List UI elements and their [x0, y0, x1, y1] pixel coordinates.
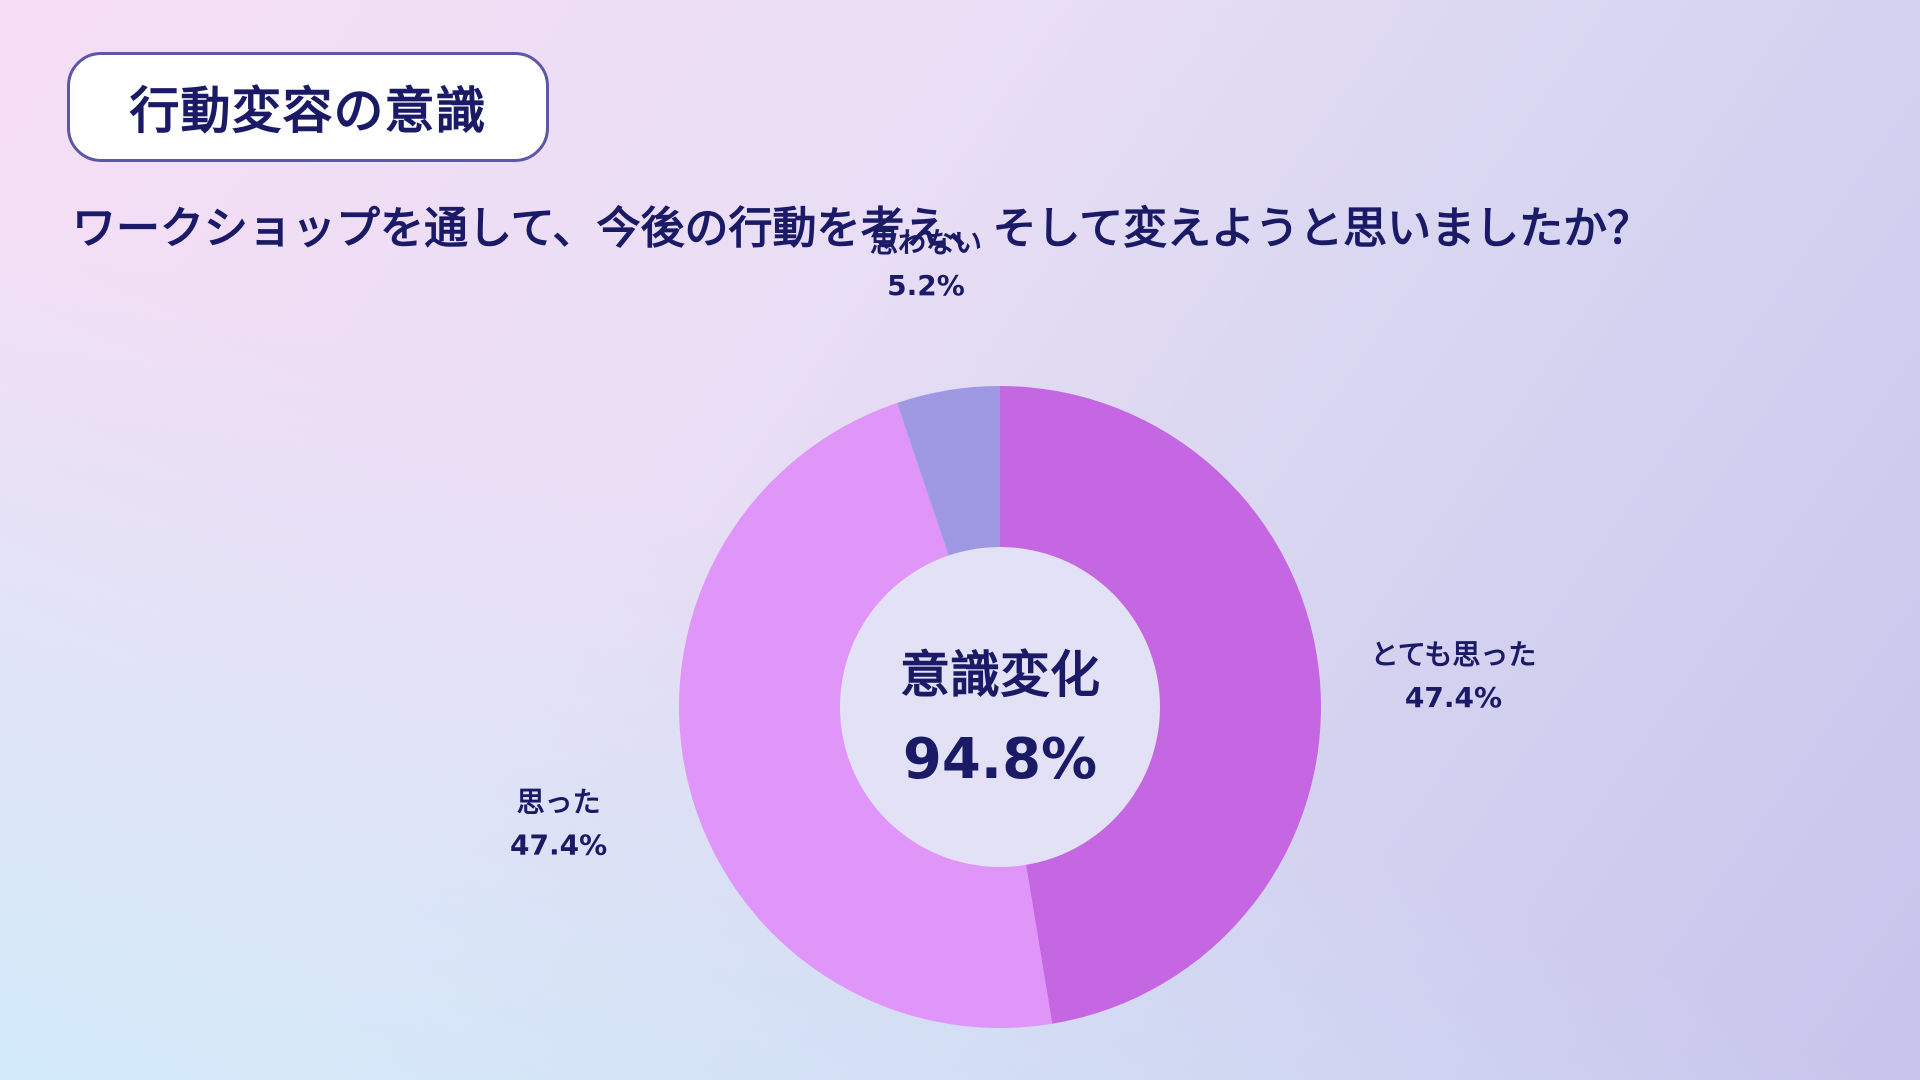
center-value: 94.8%: [903, 727, 1097, 792]
center-label: 意識変化: [900, 646, 1100, 704]
slice-value-label-3: 5.2%: [887, 269, 965, 302]
slice-label-2: 思った: [517, 785, 601, 818]
donut-hole: [840, 547, 1160, 867]
donut-slice-1: [1000, 386, 1321, 1024]
survey-question: ワークショップを通して、今後の行動を考え、そして変えようと思いましたか？: [72, 203, 1652, 254]
section-title: 行動変容の意識: [129, 82, 487, 140]
section-title-badge: 行動変容の意識: [67, 52, 549, 162]
slice-value-label-2: 47.4%: [510, 828, 607, 861]
slice-label-3: 思わない: [870, 226, 982, 259]
slice-value-label-1: 47.4%: [1405, 681, 1502, 714]
slice-label-1: とても思った: [1371, 638, 1537, 671]
slice-labels: とても思った 47.4% 思った 47.4% 思わない 5.2%: [510, 226, 1536, 861]
